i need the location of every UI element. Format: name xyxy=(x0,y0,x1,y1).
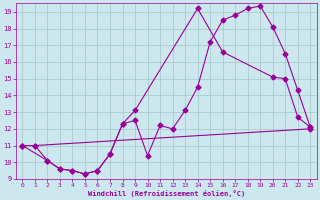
X-axis label: Windchill (Refroidissement éolien,°C): Windchill (Refroidissement éolien,°C) xyxy=(88,190,245,197)
